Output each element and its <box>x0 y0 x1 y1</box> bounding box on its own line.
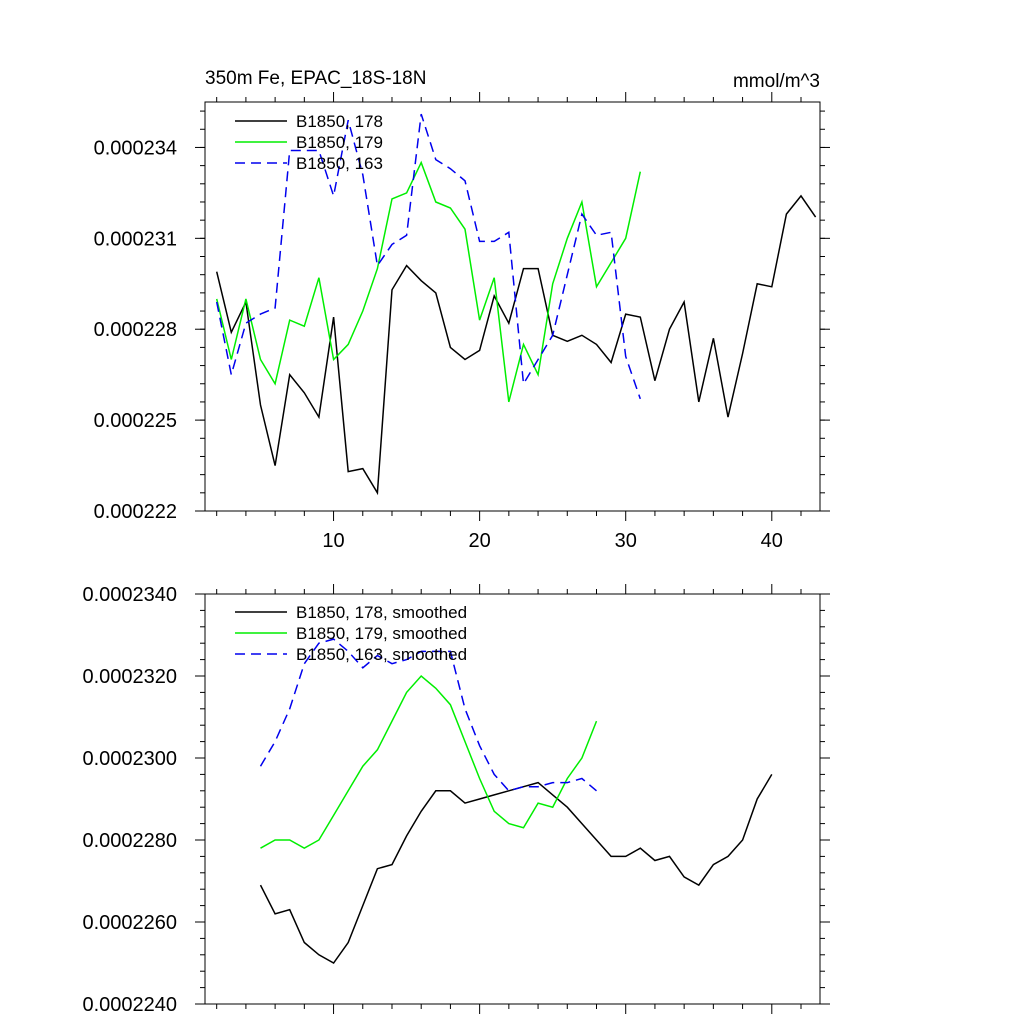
bottom-plot-frame <box>204 593 821 1005</box>
y-tick-label: 0.0002320 <box>82 666 177 688</box>
legend-label-163: B1850, 163 <box>296 154 383 173</box>
y-tick-label: 0.000222 <box>94 501 177 523</box>
legend-label-179: B1850, 179 <box>296 133 383 152</box>
top-panel-units: mmol/m^3 <box>733 71 820 92</box>
y-tick-label: 0.000228 <box>94 319 177 341</box>
series-line-raw-1 <box>215 160 642 403</box>
legend-label-178: B1850, 178 <box>296 112 383 131</box>
series-line-raw-2 <box>215 113 642 400</box>
x-tick-label-30: 30 <box>615 530 637 552</box>
legend-label-163-smoothed: B1850, 163, smoothed <box>296 645 467 664</box>
bottom-series-group <box>259 638 773 964</box>
series-line-smoothed-2 <box>259 638 597 792</box>
y-tick-label: 0.0002340 <box>82 584 177 606</box>
y-tick-label: 0.000231 <box>94 228 177 250</box>
x-tick-label-20: 20 <box>469 530 491 552</box>
y-tick-label: 0.0002300 <box>82 748 177 770</box>
top-panel: 350m Fe, EPAC_18S-18N mmol/m^3 10 20 30 40 0… <box>94 68 830 552</box>
x-tick-label-10: 10 <box>322 530 344 552</box>
y-tick-label: 0.000234 <box>94 137 177 159</box>
y-tick-label: 0.0002280 <box>82 830 177 852</box>
bottom-panel: 0.0002240 0.0002260 0.0002280 0.0002300 0.00… <box>82 584 830 1016</box>
y-tick-label: 0.000225 <box>94 410 177 432</box>
top-axis-ticks: 10 20 30 40 0.000222 0.000225 0.000228 0.000231… <box>94 92 830 552</box>
legend-label-179-smoothed: B1850, 179, smoothed <box>296 624 467 643</box>
series-line-raw-0 <box>215 194 817 496</box>
series-line-smoothed-0 <box>259 774 773 964</box>
y-tick-label: 0.0002240 <box>82 994 177 1016</box>
series-line-smoothed-1 <box>260 674 598 850</box>
bottom-axis-ticks: 0.0002240 0.0002260 0.0002280 0.0002300 0.00… <box>82 584 830 1016</box>
y-tick-label: 0.0002260 <box>82 912 177 934</box>
bottom-legend: B1850, 178, smoothed B1850, 179, smoothe… <box>235 603 467 664</box>
x-tick-label-40: 40 <box>761 530 783 552</box>
top-plot-frame <box>204 101 821 512</box>
top-panel-title: 350m Fe, EPAC_18S-18N <box>205 68 426 89</box>
top-legend: B1850, 178 B1850, 179 B1850, 163 <box>235 112 383 173</box>
top-series-group <box>215 113 817 496</box>
legend-label-178-smoothed: B1850, 178, smoothed <box>296 603 467 622</box>
